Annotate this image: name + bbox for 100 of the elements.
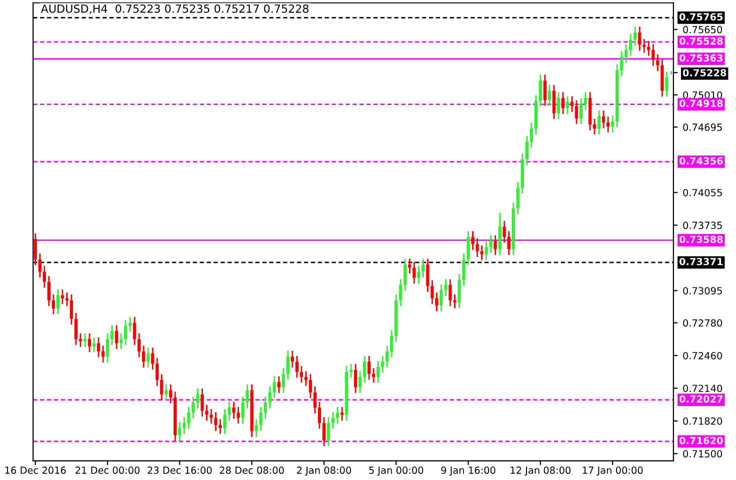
- candlestick: [462, 254, 466, 286]
- x-tick-label: 16 Dec 2016: [5, 466, 66, 474]
- candlestick: [268, 386, 272, 408]
- candlestick: [556, 92, 560, 120]
- ref-line-label: 0.74356: [679, 157, 723, 165]
- y-tick-label: 0.72460: [683, 352, 722, 360]
- candlestick: [277, 376, 280, 394]
- candlestick: [78, 333, 82, 348]
- candlestick: [290, 350, 294, 368]
- candlestick: [642, 38, 646, 53]
- candlestick: [647, 41, 650, 56]
- candlestick: [169, 384, 172, 404]
- candlestick: [187, 406, 190, 429]
- candlestick: [96, 337, 100, 358]
- candlestick: [200, 388, 204, 417]
- candlestick: [223, 409, 226, 434]
- candlestick: [133, 317, 136, 345]
- y-tick-label: 0.75010: [683, 91, 722, 99]
- candlestick: [101, 346, 105, 362]
- candlestick: [52, 294, 55, 314]
- candlestick: [210, 409, 213, 424]
- candlestick: [196, 388, 200, 408]
- candlestick: [65, 292, 69, 306]
- candlestick: [376, 360, 380, 383]
- chart-title: AUDUSD,H4 0.75223 0.75235 0.75217 0.75228: [40, 4, 308, 14]
- candlestick: [114, 325, 118, 350]
- candlestick: [192, 396, 195, 419]
- y-tick-label: 0.75650: [683, 26, 722, 34]
- candlestick: [56, 289, 60, 314]
- candlestick: [146, 348, 150, 368]
- candlestick: [358, 371, 362, 394]
- candlestick: [435, 292, 438, 312]
- candlestick: [610, 116, 614, 132]
- y-tick-label: 0.72140: [683, 384, 722, 392]
- candlestick: [300, 366, 303, 383]
- candlestick: [138, 333, 141, 358]
- candlestick: [246, 384, 249, 408]
- candlestick: [412, 262, 416, 284]
- y-tick-label: 0.73095: [683, 287, 722, 294]
- candlestick: [106, 333, 110, 362]
- candlestick: [218, 419, 222, 434]
- candlestick: [340, 406, 344, 421]
- candlestick: [264, 396, 267, 419]
- candlestick: [430, 280, 434, 304]
- candlestick: [538, 74, 542, 107]
- candlestick: [42, 266, 46, 288]
- candlestick: [480, 245, 484, 260]
- candlestick: [349, 364, 353, 378]
- ref-line-label: 0.71620: [679, 436, 723, 444]
- candlestick: [471, 231, 474, 250]
- candlestick: [489, 235, 492, 253]
- candlestick: [272, 376, 276, 398]
- y-tick-label: 0.75228: [682, 69, 726, 76]
- candlestick: [579, 98, 583, 124]
- candlestick: [372, 368, 376, 383]
- candlestick: [638, 26, 642, 51]
- candlestick: [530, 122, 533, 148]
- candlestick: [458, 274, 461, 308]
- x-tick-label: 28 Dec 08:00: [220, 466, 284, 474]
- candlestick: [228, 402, 231, 421]
- candlestick: [286, 350, 290, 380]
- candlestick: [417, 266, 420, 284]
- ref-line-label: 0.75765: [679, 13, 723, 21]
- candlestick: [670, 71, 673, 74]
- x-tick-label: 23 Dec 16:00: [148, 466, 212, 474]
- y-tick-label: 0.71820: [683, 417, 722, 425]
- candlestick: [629, 34, 632, 56]
- candlestick: [38, 254, 42, 278]
- candlestick: [232, 402, 236, 419]
- candlestick: [620, 51, 624, 76]
- candlestick: [322, 417, 326, 446]
- candlestick: [295, 356, 298, 378]
- candlestick: [241, 396, 244, 424]
- ref-line-label: 0.73588: [679, 236, 723, 244]
- candlestick: [160, 374, 164, 400]
- candlestick: [606, 116, 610, 132]
- ref-line-label: 0.75528: [679, 37, 723, 45]
- candlestick: [426, 258, 430, 292]
- candlestick: [92, 337, 96, 352]
- candlestick: [507, 231, 510, 256]
- candlestick: [634, 26, 637, 46]
- candlestick: [399, 279, 402, 306]
- x-tick-label: 12 Jan 08:00: [510, 466, 571, 476]
- candlestick: [574, 100, 578, 124]
- y-tick-label: 0.72780: [683, 319, 722, 327]
- candlestick: [236, 406, 240, 424]
- candlestick: [331, 412, 335, 429]
- candlestick: [178, 422, 182, 442]
- candlestick: [422, 258, 425, 278]
- ref-line-label: 0.73371: [679, 258, 723, 266]
- candlestick: [665, 72, 668, 97]
- ref-line-label: 0.72027: [679, 395, 723, 403]
- candlestick: [88, 333, 92, 352]
- candlestick: [602, 110, 606, 128]
- candlestick: [543, 74, 547, 106]
- candlestick: [548, 84, 552, 106]
- candlestick: [381, 356, 384, 373]
- candlestick: [282, 368, 285, 394]
- candlestick: [498, 212, 502, 256]
- candlestick: [494, 235, 497, 256]
